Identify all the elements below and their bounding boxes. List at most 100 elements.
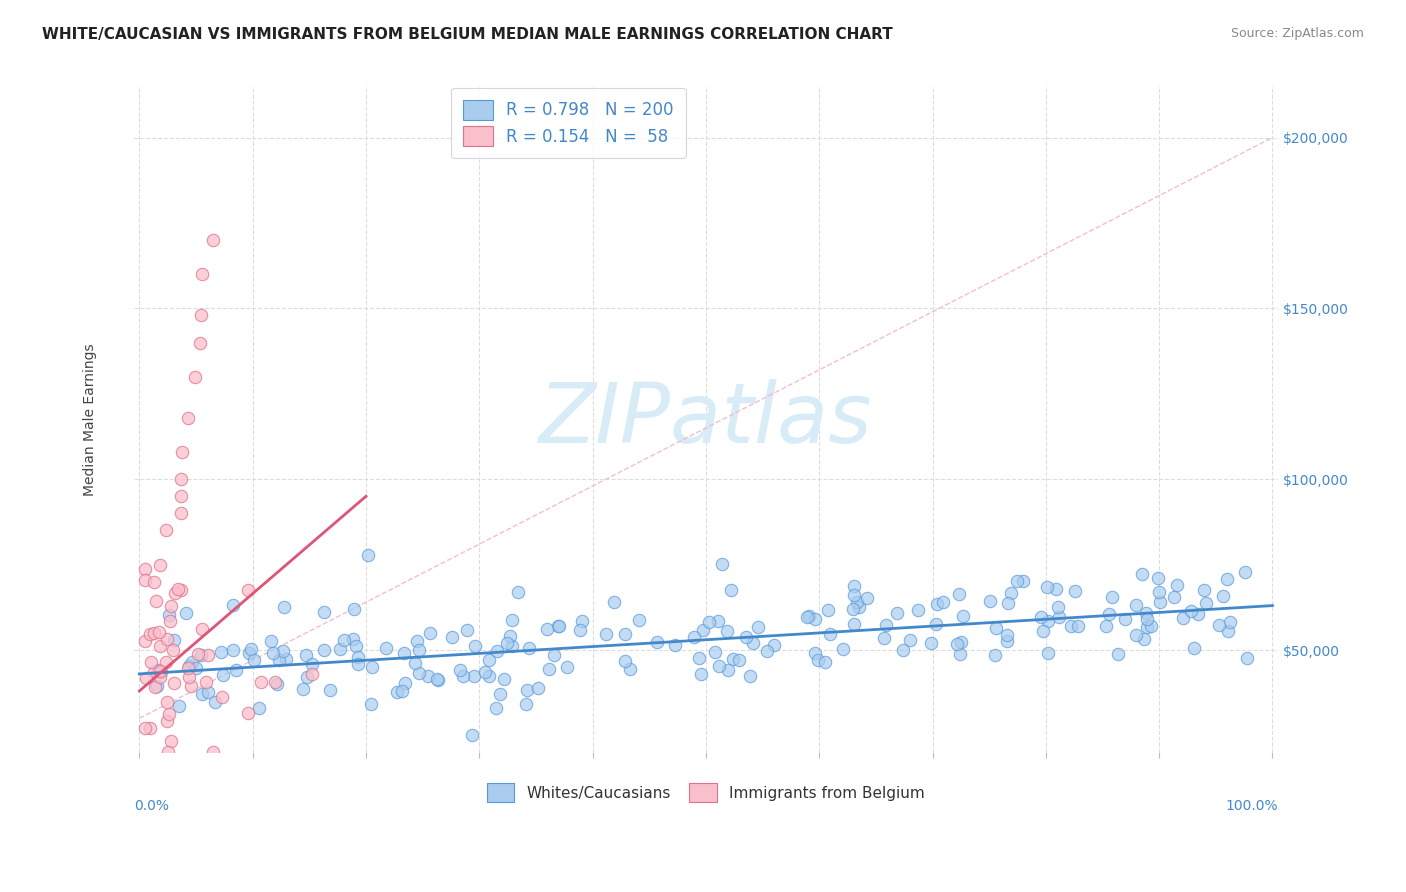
Point — [1038, 614, 1060, 628]
Point — [1166, 577, 1188, 591]
Point — [1047, 600, 1070, 615]
Point — [492, 672, 515, 686]
Point — [190, 648, 212, 662]
Point — [717, 663, 740, 677]
Point — [360, 697, 382, 711]
Point — [995, 627, 1018, 641]
Point — [907, 603, 929, 617]
Point — [1045, 582, 1067, 596]
Point — [477, 652, 499, 666]
Point — [948, 587, 970, 601]
Point — [180, 656, 202, 670]
Point — [440, 630, 463, 644]
Point — [1171, 611, 1194, 625]
Point — [569, 623, 592, 637]
Legend: Whites/Caucasians, Immigrants from Belgium: Whites/Caucasians, Immigrants from Belgi… — [481, 777, 931, 808]
Point — [146, 679, 169, 693]
Point — [1107, 647, 1129, 661]
Point — [150, 665, 173, 680]
Point — [155, 524, 177, 538]
Point — [645, 635, 668, 649]
Point — [844, 588, 866, 602]
Point — [797, 609, 820, 624]
Point — [148, 625, 170, 640]
Point — [1219, 615, 1241, 629]
Point — [831, 642, 853, 657]
Point — [1187, 607, 1209, 622]
Point — [170, 472, 193, 486]
Point — [1136, 620, 1159, 634]
Point — [920, 636, 942, 650]
Point — [875, 617, 897, 632]
Point — [165, 586, 187, 600]
Point — [756, 644, 779, 658]
Point — [239, 641, 262, 656]
Point — [266, 677, 288, 691]
Point — [174, 606, 197, 620]
Point — [1011, 574, 1033, 588]
Point — [162, 643, 184, 657]
Point — [160, 733, 183, 747]
Point — [262, 646, 284, 660]
Point — [1098, 607, 1121, 622]
Point — [555, 659, 578, 673]
Point — [1147, 571, 1170, 585]
Point — [149, 664, 172, 678]
Point — [157, 707, 180, 722]
Point — [329, 641, 352, 656]
Point — [692, 623, 714, 637]
Point — [301, 666, 323, 681]
Point — [543, 648, 565, 662]
Point — [295, 670, 318, 684]
Point — [294, 648, 316, 662]
Point — [891, 643, 914, 657]
Point — [156, 632, 179, 646]
Point — [548, 619, 571, 633]
Point — [416, 669, 439, 683]
Point — [818, 627, 841, 641]
Point — [1133, 632, 1156, 646]
Point — [143, 680, 166, 694]
Point — [273, 644, 295, 658]
Point — [361, 660, 384, 674]
Point — [156, 714, 179, 728]
Point — [301, 657, 323, 672]
Point — [184, 369, 207, 384]
Point — [148, 663, 170, 677]
Point — [689, 667, 711, 681]
Point — [167, 582, 190, 596]
Point — [143, 574, 166, 589]
Point — [408, 643, 430, 657]
Point — [170, 583, 193, 598]
Point — [134, 634, 156, 648]
Point — [342, 632, 364, 646]
Point — [343, 602, 366, 616]
Point — [1135, 606, 1157, 620]
Point — [1234, 566, 1257, 580]
Point — [515, 697, 537, 711]
Point — [191, 623, 214, 637]
Point — [427, 673, 450, 687]
Point — [571, 614, 593, 628]
Point — [803, 612, 825, 626]
Point — [134, 573, 156, 587]
Point — [188, 335, 211, 350]
Point — [1182, 640, 1205, 655]
Point — [392, 646, 415, 660]
Point — [603, 595, 626, 609]
Point — [946, 637, 969, 651]
Point — [249, 675, 271, 690]
Point — [664, 638, 686, 652]
Point — [716, 624, 738, 638]
Point — [814, 655, 837, 669]
Point — [202, 746, 225, 760]
Point — [449, 663, 471, 677]
Point — [292, 681, 315, 696]
Point — [1136, 612, 1159, 626]
Point — [1139, 619, 1161, 633]
Point — [804, 646, 827, 660]
Point — [163, 676, 186, 690]
Point — [404, 657, 426, 671]
Point — [157, 607, 180, 622]
Point — [456, 623, 478, 637]
